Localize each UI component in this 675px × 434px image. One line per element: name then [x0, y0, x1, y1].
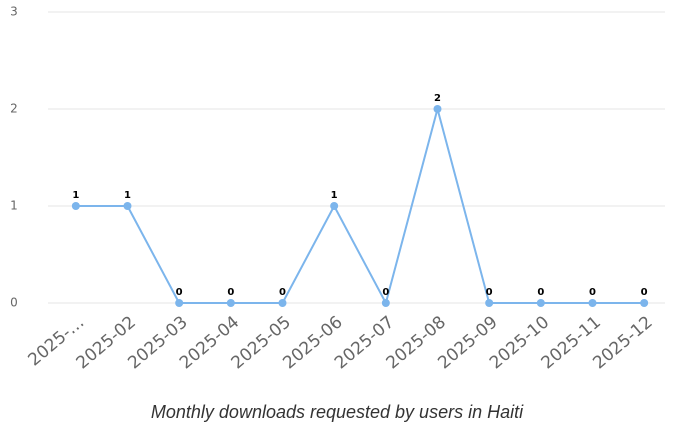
series-line [75, 105, 645, 306]
data-point [433, 105, 442, 113]
data-label: 0 [382, 287, 389, 298]
data-point [381, 299, 390, 307]
data-point [588, 299, 597, 307]
chart-title: Monthly downloads requested by users in … [151, 402, 524, 422]
data-label: 1 [124, 190, 131, 201]
data-label: 0 [279, 287, 286, 298]
y-tick-label: 2 [10, 102, 18, 116]
data-label: 0 [227, 287, 234, 298]
data-point [536, 299, 545, 307]
y-tick-label: 0 [10, 296, 18, 310]
data-point [485, 299, 494, 307]
data-label: 2 [434, 93, 441, 104]
y-tick-label: 1 [10, 199, 18, 213]
data-label: 0 [537, 287, 544, 298]
data-point [330, 202, 339, 210]
data-point [278, 299, 287, 307]
data-label: 0 [641, 287, 648, 298]
data-label: 0 [176, 287, 183, 298]
data-point [175, 299, 184, 307]
data-point [640, 299, 649, 307]
data-label: 0 [589, 287, 596, 298]
data-point [123, 202, 132, 210]
data-point [226, 299, 235, 307]
y-tick-label: 3 [10, 5, 18, 19]
data-label: 1 [72, 190, 79, 201]
data-label: 1 [331, 190, 338, 201]
data-point [71, 202, 80, 210]
data-label: 0 [486, 287, 493, 298]
